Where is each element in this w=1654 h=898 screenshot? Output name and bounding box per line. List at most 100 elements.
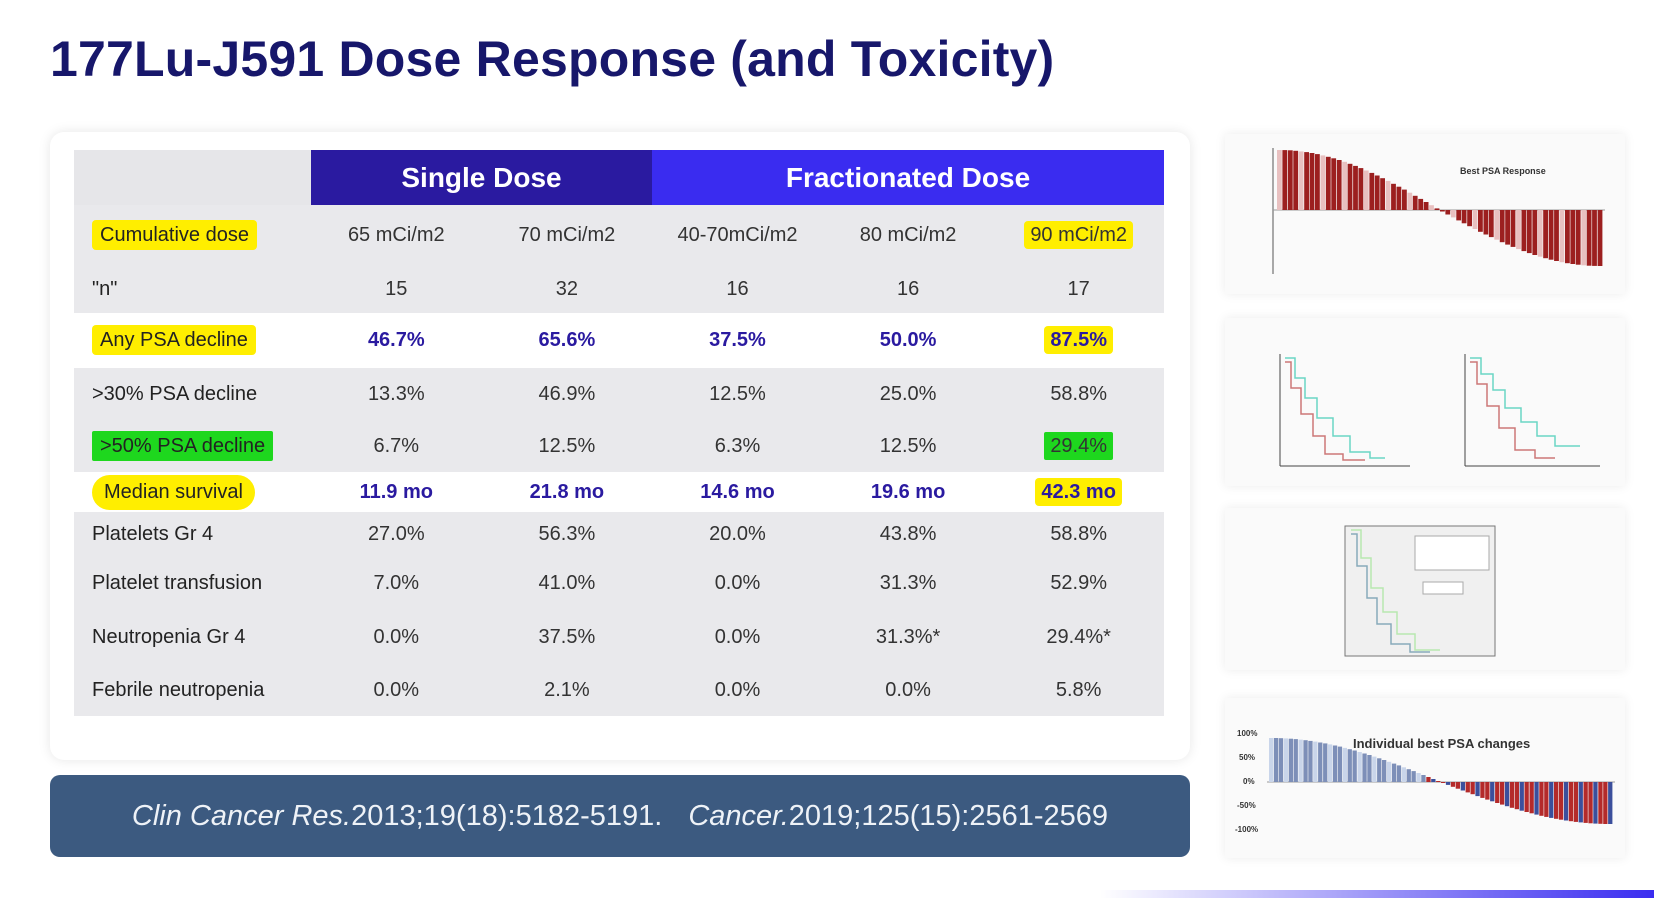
waterfall-bar [1278, 738, 1284, 782]
table-cell: 43.8% [879, 522, 937, 545]
table-cell: 25.0% [879, 382, 937, 405]
table-cell: 19.6 mo [870, 480, 946, 503]
row-label-text: >50% PSA decline [92, 430, 274, 461]
table-cell: 70 mCi/m2 [518, 223, 616, 246]
waterfall-bar [1521, 210, 1527, 252]
individual-psa-bars [1269, 738, 1613, 824]
waterfall-bar [1526, 210, 1532, 254]
table-cell: 0.0% [714, 571, 761, 594]
waterfall-bar [1524, 782, 1529, 812]
waterfall-bar [1598, 782, 1603, 824]
row-label-text: Cumulative dose [92, 219, 257, 250]
waterfall-bar [1418, 198, 1424, 210]
header-blank-cell [74, 150, 311, 205]
table-cell: 12.5% [538, 434, 596, 457]
waterfall-bar [1353, 165, 1358, 210]
table-cell: 12.5% [879, 434, 937, 457]
row-label: Febrile neutropenia [92, 678, 265, 701]
table-cell: 41.0% [538, 571, 596, 594]
table-cell-value: 90 mCi/m2 [1024, 220, 1134, 249]
waterfall-bar [1308, 740, 1313, 782]
waterfall-bar [1505, 210, 1510, 245]
row-label: "n" [92, 277, 118, 300]
waterfall-bar [1450, 782, 1456, 787]
waterfall-bar [1499, 210, 1505, 243]
waterfall-bar [1494, 210, 1500, 240]
waterfall-bar [1558, 782, 1564, 820]
table-cell: 27.0% [367, 522, 425, 545]
waterfall-bar [1537, 210, 1543, 257]
waterfall-bar [1328, 744, 1333, 782]
waterfall-bar [1529, 782, 1534, 814]
waterfall-bar [1488, 210, 1494, 238]
waterfall-bar [1460, 782, 1465, 791]
waterfall-bar [1573, 782, 1578, 822]
table-cell: 46.9% [538, 382, 596, 405]
waterfall-bar [1386, 761, 1392, 782]
table-row-neutropenia-gr4: Neutropenia Gr 4 0.0% 37.5% 0.0% 31.3%* … [74, 610, 1164, 664]
waterfall-bar [1369, 172, 1375, 210]
waterfall-bar [1269, 738, 1274, 782]
waterfall-bar [1288, 738, 1293, 782]
table-cell: 50.0% [879, 329, 937, 351]
waterfall-bar [1323, 743, 1328, 782]
table-cell: 13.3% [367, 382, 425, 405]
waterfall-bar [1298, 739, 1303, 782]
waterfall-bar [1363, 170, 1369, 210]
table-cell: 6.7% [373, 434, 420, 457]
table-cell: 37.5% [538, 625, 596, 648]
table-cell: 5.8% [1055, 678, 1102, 701]
waterfall-bar [1401, 767, 1406, 782]
waterfall-bar [1516, 210, 1521, 250]
waterfall-bar [1603, 782, 1608, 824]
waterfall-bar [1331, 158, 1337, 210]
row-label: Platelets Gr 4 [92, 522, 214, 545]
waterfall-bar [1467, 210, 1472, 227]
waterfall-bar [1539, 782, 1544, 816]
waterfall-bar [1282, 150, 1288, 210]
table-cell: 0.0% [373, 625, 420, 648]
waterfall-bar [1298, 151, 1304, 210]
waterfall-bar [1313, 741, 1318, 782]
dose-response-table: Single Dose Fractionated Dose Cumulative… [74, 150, 1164, 716]
waterfall-bar [1586, 210, 1592, 266]
waterfall-bar [1472, 210, 1478, 229]
waterfall-bar [1563, 782, 1569, 821]
waterfall-bar [1406, 769, 1411, 782]
waterfall-bar [1480, 782, 1485, 798]
waterfall-bar [1534, 782, 1539, 815]
waterfall-bar [1303, 740, 1308, 782]
waterfall-bar [1575, 210, 1581, 265]
waterfall-bar [1581, 210, 1587, 266]
citation-ref-1: 2013;19(18):5182-5191. [351, 799, 663, 832]
table-cell: 40-70mCi/m2 [677, 223, 798, 246]
row-label: Any PSA decline [74, 325, 311, 355]
waterfall-bar [1565, 210, 1570, 264]
fractionated-dose-header: Fractionated Dose [652, 150, 1164, 205]
table-cell: 7.0% [373, 571, 420, 594]
thumb-individual-psa-title: Individual best PSA changes [1353, 736, 1530, 751]
waterfall-bar [1543, 210, 1548, 259]
table-cell: 32 [555, 277, 579, 300]
waterfall-bar [1532, 210, 1538, 255]
waterfall-bar [1337, 746, 1343, 782]
waterfall-bar [1315, 154, 1320, 210]
table-row-n: "n" 15 32 16 16 17 [74, 265, 1164, 313]
thumbnail-psa-response-waterfall: Best PSA Response [1225, 134, 1625, 294]
waterfall-bar [1396, 765, 1402, 782]
waterfall-bar [1385, 180, 1391, 210]
row-label-text: Median survival [92, 474, 255, 510]
waterfall-bar [1593, 782, 1598, 824]
thumbnail-survival-curves-pair [1225, 318, 1625, 486]
table-cell: 0.0% [885, 678, 931, 701]
waterfall-bar [1483, 210, 1489, 235]
waterfall-bar [1597, 210, 1603, 266]
table-cell: 42.3 mo [993, 477, 1164, 506]
table-row-any-psa-decline: Any PSA decline 46.7% 65.6% 37.5% 50.0% … [74, 313, 1164, 368]
waterfall-bar [1411, 771, 1416, 782]
row-label: >30% PSA decline [92, 382, 258, 405]
table-row-median-survival: Median survival 11.9 mo 21.8 mo 14.6 mo … [74, 472, 1164, 512]
waterfall-bar [1455, 782, 1460, 789]
waterfall-bar [1382, 760, 1387, 782]
row-label: Median survival [74, 474, 311, 510]
